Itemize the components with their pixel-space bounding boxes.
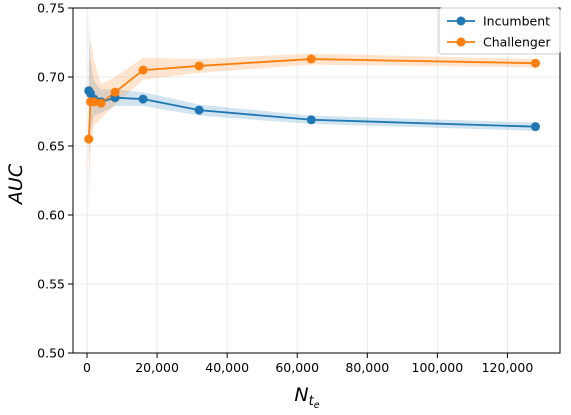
data-point-challenger — [194, 61, 204, 71]
data-point-challenger — [110, 87, 120, 97]
x-tick-label: 0 — [83, 360, 91, 375]
data-point-challenger — [89, 97, 99, 107]
x-axis-label-sub: t — [309, 394, 315, 409]
x-axis-ticks: 0 20,000 40,000 60,000 80,000 100,000 120,000 — [83, 353, 533, 375]
x-tick-label: 20,000 — [135, 360, 179, 375]
x-tick-label: 60,000 — [275, 360, 319, 375]
legend-label-challenger: Challenger — [483, 35, 551, 50]
data-point-challenger — [138, 65, 148, 75]
x-tick-label: 80,000 — [345, 360, 389, 375]
data-point-challenger — [96, 98, 106, 108]
y-tick-label: 0.65 — [37, 139, 65, 154]
x-tick-label: 40,000 — [205, 360, 249, 375]
data-point-incumbent — [138, 94, 148, 104]
y-tick-label: 0.50 — [37, 346, 65, 361]
y-tick-label: 0.75 — [37, 1, 65, 16]
y-tick-label: 0.55 — [37, 277, 65, 292]
legend-label-incumbent: Incumbent — [483, 14, 550, 29]
legend: Incumbent Challenger — [438, 7, 561, 55]
y-tick-label: 0.60 — [37, 208, 65, 223]
data-point-incumbent — [530, 122, 540, 132]
x-axis-label-main: N — [294, 384, 308, 406]
x-axis-label-subsub: e — [314, 400, 320, 411]
data-point-incumbent — [194, 105, 204, 115]
data-points — [84, 54, 540, 144]
x-tick-label: 120,000 — [482, 360, 534, 375]
x-tick-label: 100,000 — [412, 360, 464, 375]
plot-frame — [72, 7, 561, 354]
legend-marker-incumbent — [456, 16, 466, 26]
data-point-challenger — [530, 58, 540, 68]
y-axis-label: AUC — [5, 163, 27, 206]
legend-marker-challenger — [456, 37, 466, 47]
x-axis-label: Nte — [294, 384, 319, 411]
data-point-challenger — [306, 54, 316, 64]
y-tick-label: 0.70 — [37, 70, 65, 85]
data-point-incumbent — [306, 115, 316, 125]
data-point-challenger — [84, 134, 94, 144]
y-axis-ticks: 0.50 0.55 0.60 0.65 0.70 0.75 — [37, 1, 73, 361]
